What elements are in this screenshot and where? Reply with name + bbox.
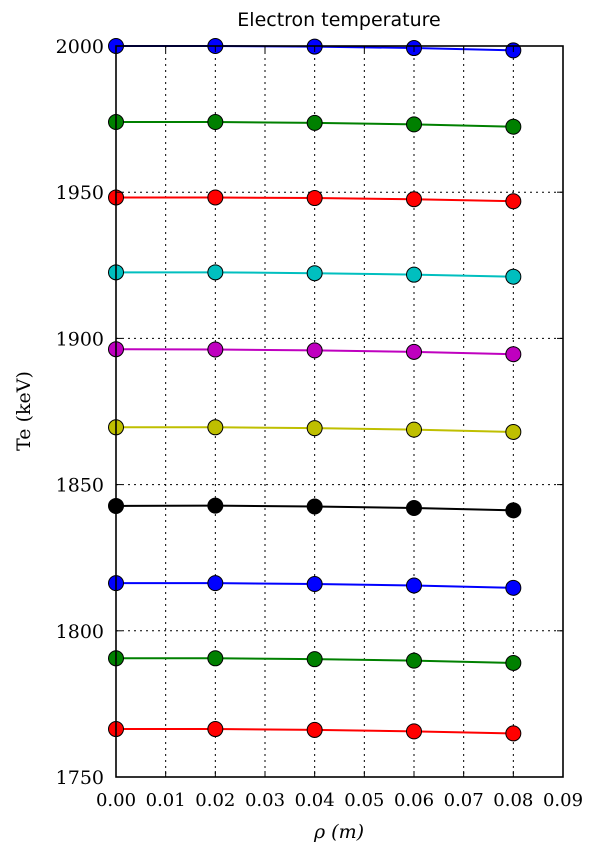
series-2 — [108, 114, 522, 135]
data-point — [505, 423, 522, 440]
data-point — [306, 190, 323, 207]
data-point — [306, 342, 323, 359]
series-6 — [108, 419, 522, 440]
x-tick-label: 0.02 — [195, 790, 235, 811]
chart-title: Electron temperature — [237, 9, 440, 31]
data-point — [306, 420, 323, 437]
y-tick-label: 1750 — [56, 767, 104, 789]
x-tick-label: 0.08 — [493, 790, 533, 811]
data-point — [406, 723, 422, 740]
y-axis-label: Te (keV) — [13, 371, 35, 451]
data-point — [306, 721, 323, 738]
data-point — [306, 498, 323, 515]
y-tick-label: 1950 — [56, 182, 104, 204]
y-tick-label: 2000 — [56, 36, 104, 58]
data-point — [505, 579, 522, 596]
data-point — [505, 502, 522, 519]
x-tick-label: 0.05 — [344, 790, 384, 811]
data-point — [207, 264, 224, 281]
data-point — [505, 654, 522, 671]
data-point — [207, 497, 224, 514]
data-point — [406, 577, 422, 594]
plot-frame — [115, 45, 564, 778]
y-tick-labels: 1750 1800 1850 1900 1950 2000 — [56, 36, 104, 789]
x-tick-label: 0.07 — [444, 790, 484, 811]
y-tick-label: 1900 — [56, 328, 104, 350]
data-point — [406, 266, 422, 283]
series-8 — [108, 575, 522, 596]
series-4 — [108, 264, 522, 285]
x-tick-label: 0.01 — [146, 790, 186, 811]
axis-ticks — [115, 45, 564, 778]
data-point — [207, 189, 224, 206]
x-tick-labels: 0.00 0.01 0.02 0.03 0.04 0.05 0.06 0.07 0.08 0.09 — [96, 790, 583, 811]
data-point — [505, 725, 522, 742]
data-point — [207, 650, 224, 667]
series-10 — [108, 721, 522, 742]
data-point — [406, 343, 422, 360]
y-tick-label: 1800 — [56, 621, 104, 643]
series-7 — [108, 497, 522, 519]
x-tick-label: 0.04 — [295, 790, 335, 811]
x-axis-label: ρ (m) — [313, 821, 364, 843]
data-point — [406, 499, 422, 516]
x-tick-label: 0.09 — [543, 790, 583, 811]
series-3 — [108, 189, 522, 210]
y-tick-label: 1850 — [56, 475, 104, 497]
x-tick-label: 0.00 — [96, 790, 136, 811]
data-point — [406, 191, 422, 208]
data-point — [207, 575, 224, 592]
x-tick-label: 0.06 — [394, 790, 434, 811]
data-point — [207, 114, 224, 131]
data-point — [306, 265, 323, 282]
data-point — [207, 341, 224, 358]
data-point — [406, 652, 422, 669]
series-9 — [108, 650, 522, 671]
data-point — [505, 268, 522, 285]
data-point — [306, 114, 323, 131]
x-tick-label: 0.03 — [245, 790, 285, 811]
data-point — [406, 116, 422, 133]
data-point — [505, 193, 522, 210]
data-point — [207, 721, 224, 738]
data-point — [207, 419, 224, 436]
data-point — [306, 576, 323, 593]
data-point — [306, 651, 323, 668]
data-point — [406, 421, 422, 438]
series-5 — [108, 341, 522, 363]
grid-lines — [116, 46, 563, 777]
data-point — [505, 346, 522, 363]
data-point — [505, 118, 522, 135]
